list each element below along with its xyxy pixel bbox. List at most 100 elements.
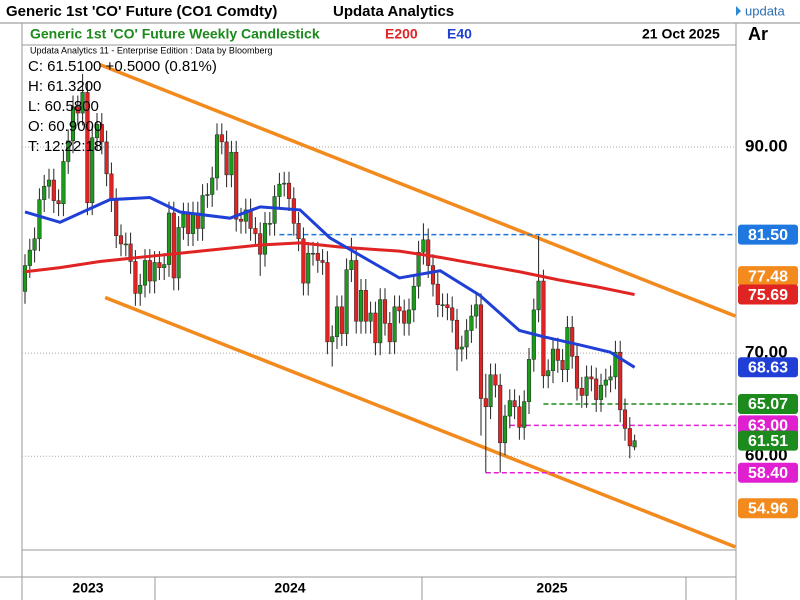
candle-body xyxy=(66,140,71,162)
candle-body xyxy=(147,260,152,282)
candle-body xyxy=(306,252,311,284)
candle-body xyxy=(109,173,114,200)
candle-body xyxy=(133,261,138,294)
legend-entry: E40 xyxy=(447,26,472,42)
candle-body xyxy=(190,212,196,234)
candle-body xyxy=(406,309,412,324)
candle-body xyxy=(315,252,320,261)
candle-body xyxy=(22,265,28,292)
candle-body xyxy=(445,304,450,309)
candle-body xyxy=(421,239,426,253)
candle-body xyxy=(253,228,258,234)
candle-body xyxy=(368,312,373,322)
candle-body xyxy=(392,306,397,343)
source-note: Updata Analytics 11 - Enterprise Edition… xyxy=(30,45,272,55)
candle-body xyxy=(459,346,464,350)
moving-average xyxy=(24,241,635,297)
candle-body xyxy=(387,323,392,343)
candle-body xyxy=(152,262,157,282)
candle-body xyxy=(330,336,335,343)
candle-body xyxy=(526,359,532,402)
price-tag xyxy=(738,415,798,436)
candle-body xyxy=(450,307,455,321)
candle-body xyxy=(272,196,277,224)
candle-body xyxy=(613,351,618,378)
candle-body xyxy=(594,378,599,400)
candle-body xyxy=(301,238,306,284)
candle-body xyxy=(310,252,316,255)
candle-body xyxy=(426,239,431,266)
candle-body xyxy=(584,376,589,396)
candle-body xyxy=(430,265,436,285)
candle-body xyxy=(75,106,80,114)
candle-body xyxy=(474,304,479,317)
candle-body xyxy=(598,384,604,400)
candle-body xyxy=(502,415,508,444)
y-tick-label: 90.00 xyxy=(745,137,788,156)
candle-body xyxy=(478,304,484,399)
price-tag xyxy=(738,498,798,519)
candle-body xyxy=(483,398,488,408)
candle-body xyxy=(512,400,517,408)
candle-body xyxy=(440,304,445,306)
candle-body xyxy=(277,183,282,197)
candle-body xyxy=(181,213,186,228)
x-tick-label: 2025 xyxy=(536,580,567,596)
candle-body xyxy=(56,200,61,204)
candle-body xyxy=(248,209,253,229)
candle-body xyxy=(142,260,148,286)
candle-body xyxy=(435,283,440,305)
price-tag xyxy=(738,430,798,451)
candle-body xyxy=(339,306,344,334)
candle-body xyxy=(282,182,287,185)
candle-body xyxy=(498,384,503,444)
candle-body xyxy=(70,106,76,142)
candle-body xyxy=(493,374,498,386)
price-tag-label: 61.51 xyxy=(748,433,788,450)
candle-body xyxy=(104,141,109,175)
candle-body xyxy=(507,400,512,417)
candle-body xyxy=(118,235,124,245)
candle-body xyxy=(243,209,248,222)
candle-body xyxy=(349,260,354,270)
legend-entry: E200 xyxy=(385,26,418,42)
candle-body xyxy=(94,124,100,139)
candle-body xyxy=(238,218,244,222)
candle-body xyxy=(205,194,210,196)
candle-body xyxy=(325,262,330,343)
candle-body xyxy=(114,199,119,236)
x-tick-label: 2024 xyxy=(274,580,305,596)
candle-body xyxy=(229,151,234,176)
candle-body xyxy=(589,376,594,380)
candle-body xyxy=(219,134,224,143)
candle-body xyxy=(296,223,301,240)
candle-body xyxy=(90,137,95,203)
candle-body xyxy=(541,280,546,377)
candle-body xyxy=(397,306,402,312)
chart-date: 21 Oct 2025 xyxy=(642,26,720,42)
trendline xyxy=(104,295,736,549)
candle-body xyxy=(560,360,565,370)
info-line: L: 60.5800 xyxy=(28,98,99,115)
axis-corner-label: Ar xyxy=(748,24,768,44)
candle-body xyxy=(85,92,90,203)
price-tag-label: 75.69 xyxy=(748,287,788,304)
candle-body xyxy=(603,379,608,386)
candle-body xyxy=(618,351,623,411)
price-tag-label: 65.07 xyxy=(748,396,788,413)
candle-body xyxy=(411,285,416,311)
candle-body xyxy=(517,406,522,428)
price-tag-label: 54.96 xyxy=(748,500,788,517)
candle-body xyxy=(358,290,364,322)
candle-body xyxy=(373,312,378,344)
candle-body xyxy=(363,290,368,322)
price-tag xyxy=(738,266,798,287)
x-tick-label: 2023 xyxy=(72,580,103,596)
candle-body xyxy=(402,310,407,324)
price-tag-label: 58.40 xyxy=(748,465,788,482)
trendline xyxy=(99,62,736,318)
candle-body xyxy=(157,262,162,268)
candle-body xyxy=(378,299,383,344)
